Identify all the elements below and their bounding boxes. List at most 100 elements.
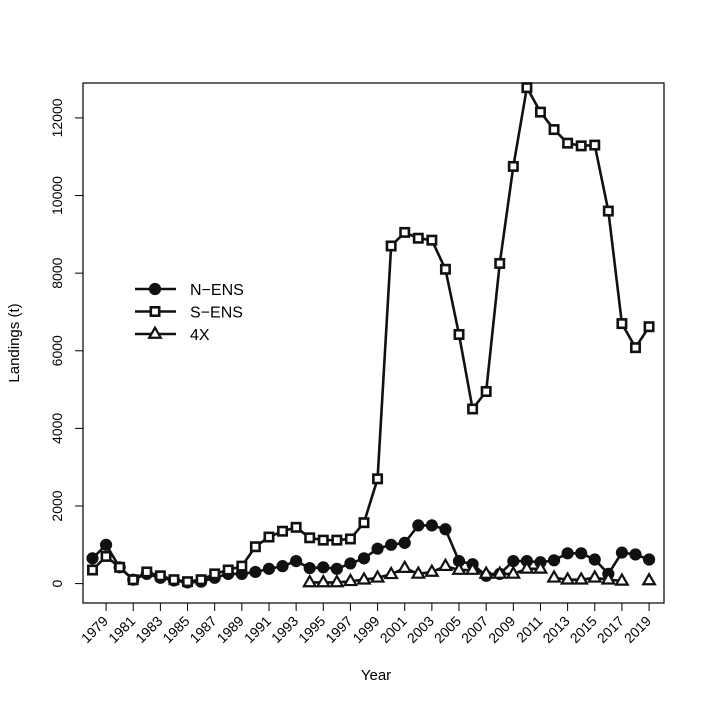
data-point	[315, 573, 331, 588]
data-point	[236, 560, 248, 572]
data-point	[467, 403, 479, 415]
y-tick-label: 12000	[49, 98, 65, 137]
data-point	[209, 568, 221, 580]
series-line-segment	[484, 262, 502, 393]
x-tick-label: 2011	[513, 613, 546, 646]
x-tick-label: 1989	[214, 613, 247, 646]
y-tick-label: 2000	[49, 490, 65, 521]
x-tick-label: 2019	[621, 613, 654, 646]
data-point	[614, 572, 630, 586]
series-line-segment	[362, 477, 379, 524]
data-point	[561, 547, 574, 560]
x-tick-label: 2009	[485, 613, 518, 646]
data-point	[222, 564, 234, 576]
data-point	[342, 572, 359, 587]
data-point	[100, 550, 112, 562]
data-point	[114, 561, 126, 573]
x-tick-label: 2005	[431, 613, 464, 646]
data-point	[494, 257, 506, 269]
data-point	[424, 563, 440, 577]
data-point	[127, 574, 139, 586]
data-point	[426, 234, 438, 246]
data-point	[573, 571, 589, 585]
x-tick-label: 1995	[295, 613, 328, 646]
data-point	[559, 571, 576, 585]
x-tick-label: 1991	[241, 613, 274, 646]
data-point	[304, 532, 316, 544]
y-tick-label: 10000	[49, 176, 65, 215]
data-point	[478, 565, 494, 579]
legend-symbol	[148, 282, 162, 296]
data-point	[519, 560, 535, 574]
data-point	[562, 137, 574, 149]
data-point	[425, 519, 438, 532]
data-point	[521, 82, 533, 94]
data-point	[357, 552, 371, 565]
series-line-segment	[498, 165, 515, 265]
data-point	[369, 569, 386, 583]
data-point	[398, 536, 411, 549]
data-point	[154, 570, 166, 582]
series-line-segment	[457, 333, 474, 411]
data-point	[546, 569, 562, 583]
data-point	[383, 565, 399, 580]
y-tick-label: 6000	[49, 335, 65, 366]
x-axis: 1979198119831985198719891991199319951997…	[78, 602, 654, 646]
data-point	[329, 573, 345, 588]
data-point	[277, 525, 289, 537]
legend-symbol	[147, 325, 163, 339]
data-point	[168, 574, 180, 586]
y-axis-label: Landings (t)	[6, 303, 23, 382]
data-point	[507, 554, 520, 568]
data-point	[507, 160, 519, 172]
x-tick-label: 2013	[539, 613, 572, 646]
series-line-segment	[593, 143, 610, 213]
y-axis: 0 2000 4000 6000 8000 10000 12000	[49, 98, 84, 587]
x-tick-label: 1999	[349, 613, 382, 646]
data-point	[439, 263, 451, 275]
data-point	[303, 561, 316, 575]
data-point	[480, 386, 492, 398]
data-point	[249, 541, 261, 553]
data-point	[587, 569, 603, 583]
series-layer	[86, 82, 657, 589]
data-point	[290, 521, 302, 533]
data-point	[588, 553, 601, 566]
data-point	[643, 321, 655, 333]
legend: N−ENS S−ENS 4X	[135, 282, 244, 344]
data-point	[262, 562, 276, 575]
data-point	[575, 140, 587, 152]
legend-label: S−ENS	[190, 305, 243, 322]
data-point	[412, 232, 424, 244]
plot-frame	[82, 82, 665, 604]
data-point	[358, 517, 370, 529]
x-tick-label: 2003	[404, 613, 437, 646]
data-point	[249, 565, 262, 579]
data-point	[642, 553, 656, 566]
x-tick-label: 1981	[105, 613, 138, 646]
series-line-segment	[376, 244, 393, 481]
data-point	[331, 534, 343, 546]
y-tick-label: 0	[49, 579, 65, 587]
data-point	[410, 565, 426, 579]
data-point	[330, 562, 343, 575]
data-point	[99, 538, 113, 551]
data-point	[87, 564, 99, 576]
data-point	[385, 538, 398, 551]
x-tick-label: 1987	[186, 613, 219, 646]
data-point	[616, 318, 628, 330]
data-point	[385, 240, 397, 252]
data-point	[195, 574, 207, 586]
data-point	[437, 557, 454, 572]
x-tick-label: 1979	[78, 613, 111, 646]
data-point	[589, 139, 601, 151]
data-point	[356, 571, 372, 585]
data-point	[302, 573, 318, 588]
data-point	[505, 565, 522, 579]
data-point	[548, 124, 560, 136]
series-line-segment	[607, 209, 624, 325]
data-point	[547, 554, 561, 567]
data-point	[317, 561, 330, 574]
x-tick-label: 1997	[322, 613, 355, 646]
